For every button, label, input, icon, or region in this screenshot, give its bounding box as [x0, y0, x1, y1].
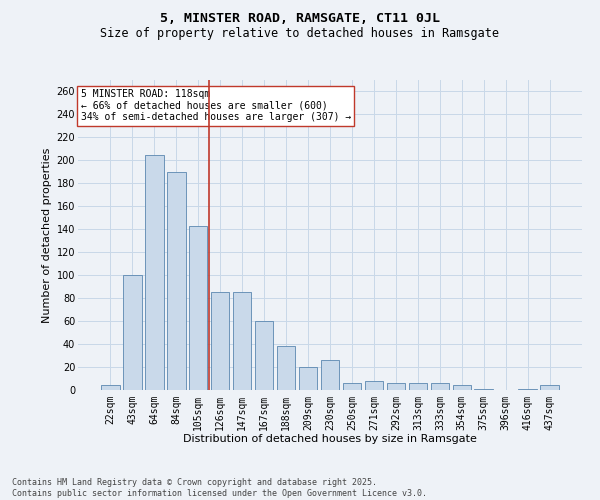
Bar [518, 389, 537, 390]
Bar [233, 292, 251, 390]
Bar [299, 367, 317, 390]
Bar [452, 386, 471, 390]
X-axis label: Distribution of detached houses by size in Ramsgate: Distribution of detached houses by size … [183, 434, 477, 444]
Text: 5 MINSTER ROAD: 118sqm
← 66% of detached houses are smaller (600)
34% of semi-de: 5 MINSTER ROAD: 118sqm ← 66% of detached… [80, 90, 351, 122]
Bar [343, 383, 361, 390]
Bar [123, 275, 142, 390]
Bar [189, 226, 208, 390]
Bar [541, 386, 559, 390]
Bar [365, 381, 383, 390]
Bar [431, 383, 449, 390]
Bar [277, 346, 295, 390]
Y-axis label: Number of detached properties: Number of detached properties [43, 148, 52, 322]
Bar [386, 383, 405, 390]
Bar [320, 360, 340, 390]
Bar [409, 383, 427, 390]
Text: Size of property relative to detached houses in Ramsgate: Size of property relative to detached ho… [101, 28, 499, 40]
Bar [211, 292, 229, 390]
Bar [255, 321, 274, 390]
Text: Contains HM Land Registry data © Crown copyright and database right 2025.
Contai: Contains HM Land Registry data © Crown c… [12, 478, 427, 498]
Bar [101, 386, 119, 390]
Bar [475, 389, 493, 390]
Bar [167, 172, 185, 390]
Text: 5, MINSTER ROAD, RAMSGATE, CT11 0JL: 5, MINSTER ROAD, RAMSGATE, CT11 0JL [160, 12, 440, 26]
Bar [145, 154, 164, 390]
